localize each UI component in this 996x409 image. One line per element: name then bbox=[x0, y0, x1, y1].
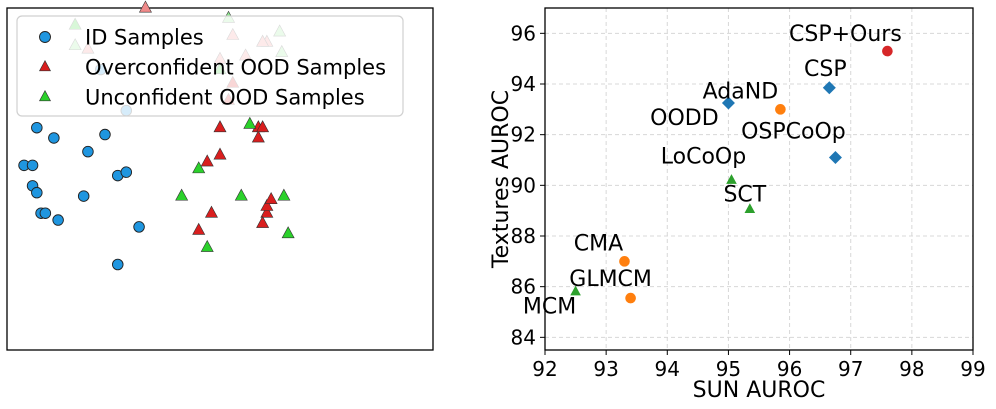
auroc-plot-frame bbox=[544, 7, 974, 351]
embedding-point bbox=[192, 222, 206, 235]
embedding-point bbox=[82, 145, 94, 158]
y-tick-label: 92 bbox=[511, 123, 536, 147]
embedding-point bbox=[213, 147, 227, 160]
embedding-point bbox=[192, 161, 206, 174]
x-axis-label: SUN AUROC bbox=[693, 378, 826, 403]
method-point bbox=[625, 292, 636, 304]
embedding-point bbox=[39, 207, 52, 219]
embedding-point bbox=[277, 188, 291, 201]
embedding-point bbox=[200, 154, 214, 167]
embedding-point bbox=[256, 215, 270, 228]
grid bbox=[544, 8, 974, 350]
y-tick-label: 86 bbox=[511, 275, 536, 299]
y-tick-label: 96 bbox=[511, 21, 536, 45]
method-point bbox=[882, 45, 893, 57]
legend-marker-triangle bbox=[38, 90, 52, 102]
embedding-point bbox=[260, 205, 274, 218]
legend-entry: ID Samples bbox=[85, 26, 204, 50]
x-tick-label: 99 bbox=[960, 357, 985, 381]
embedding-point bbox=[204, 205, 218, 218]
y-tick-label: 94 bbox=[511, 72, 536, 96]
x-tick-label: 98 bbox=[899, 357, 924, 381]
method-label: CMA bbox=[574, 231, 623, 256]
legend-box bbox=[16, 15, 404, 117]
method-label: GLMCM bbox=[569, 267, 652, 292]
method-point bbox=[726, 174, 737, 184]
embedding-point bbox=[77, 190, 90, 202]
x-tick-label: 92 bbox=[532, 357, 557, 381]
y-tick-label: 84 bbox=[511, 325, 536, 349]
embedding-point bbox=[213, 120, 227, 133]
method-point bbox=[775, 104, 786, 115]
legend-marker-triangle bbox=[38, 60, 52, 72]
x-tick-label: 95 bbox=[716, 357, 741, 381]
embedding-point bbox=[251, 130, 265, 143]
embedding-point bbox=[234, 188, 248, 201]
method-label: MCM bbox=[523, 295, 576, 320]
embedding-point bbox=[26, 159, 39, 172]
embedding-point bbox=[260, 198, 274, 211]
method-label: CSP bbox=[804, 57, 847, 82]
legend-entry: Overconfident OOD Samples bbox=[85, 56, 386, 80]
method-label: LoCoOp bbox=[661, 144, 746, 169]
method-label: SCT bbox=[723, 182, 766, 207]
method-point bbox=[822, 81, 836, 95]
method-point bbox=[570, 285, 581, 296]
x-tick-label: 97 bbox=[838, 357, 863, 381]
method-points bbox=[570, 45, 893, 304]
x-tick-label: 96 bbox=[777, 357, 802, 381]
embedding-point bbox=[120, 166, 133, 178]
embedding-point bbox=[175, 188, 189, 201]
x-tick-label: 94 bbox=[655, 357, 680, 381]
embedding-point bbox=[138, 0, 152, 13]
embedding-point bbox=[48, 132, 60, 144]
method-label: AdaND bbox=[703, 79, 779, 104]
embedding-point bbox=[133, 221, 145, 233]
method-point bbox=[721, 96, 735, 110]
method-point bbox=[828, 150, 842, 164]
embedding-point bbox=[264, 191, 278, 204]
embedding-point bbox=[31, 121, 43, 134]
embedding-point bbox=[112, 258, 124, 271]
method-point bbox=[744, 203, 756, 214]
method-point bbox=[619, 256, 630, 267]
embedding-point bbox=[243, 116, 257, 129]
embedding-point bbox=[200, 239, 214, 252]
method-label: OODD bbox=[650, 106, 719, 131]
embedding-point bbox=[281, 226, 295, 239]
y-axis-label: Textures AUROC bbox=[489, 90, 514, 269]
embedding-point bbox=[99, 128, 111, 141]
embedding-scatter-plot: ID Samples Overconfident OOD Samples Uncon… bbox=[6, 0, 434, 351]
method-label: CSP+Ours bbox=[789, 22, 902, 47]
y-tick-label: 88 bbox=[511, 224, 536, 248]
embedding-point bbox=[256, 120, 270, 133]
ticks: 92 93 94 95 96 97 98 99 84 86 88 90 92 94 96 bbox=[511, 21, 986, 381]
embedding-point bbox=[31, 186, 43, 199]
y-tick-label: 90 bbox=[511, 173, 536, 197]
legend-entry: Unconfident OOD Samples bbox=[85, 86, 365, 110]
legend-marker-circle bbox=[39, 31, 51, 43]
x-tick-label: 93 bbox=[593, 357, 618, 381]
embedding-point bbox=[52, 214, 64, 226]
method-label: OSPCoOp bbox=[741, 119, 846, 144]
legend: ID Samples Overconfident OOD Samples Uncon… bbox=[16, 15, 404, 117]
